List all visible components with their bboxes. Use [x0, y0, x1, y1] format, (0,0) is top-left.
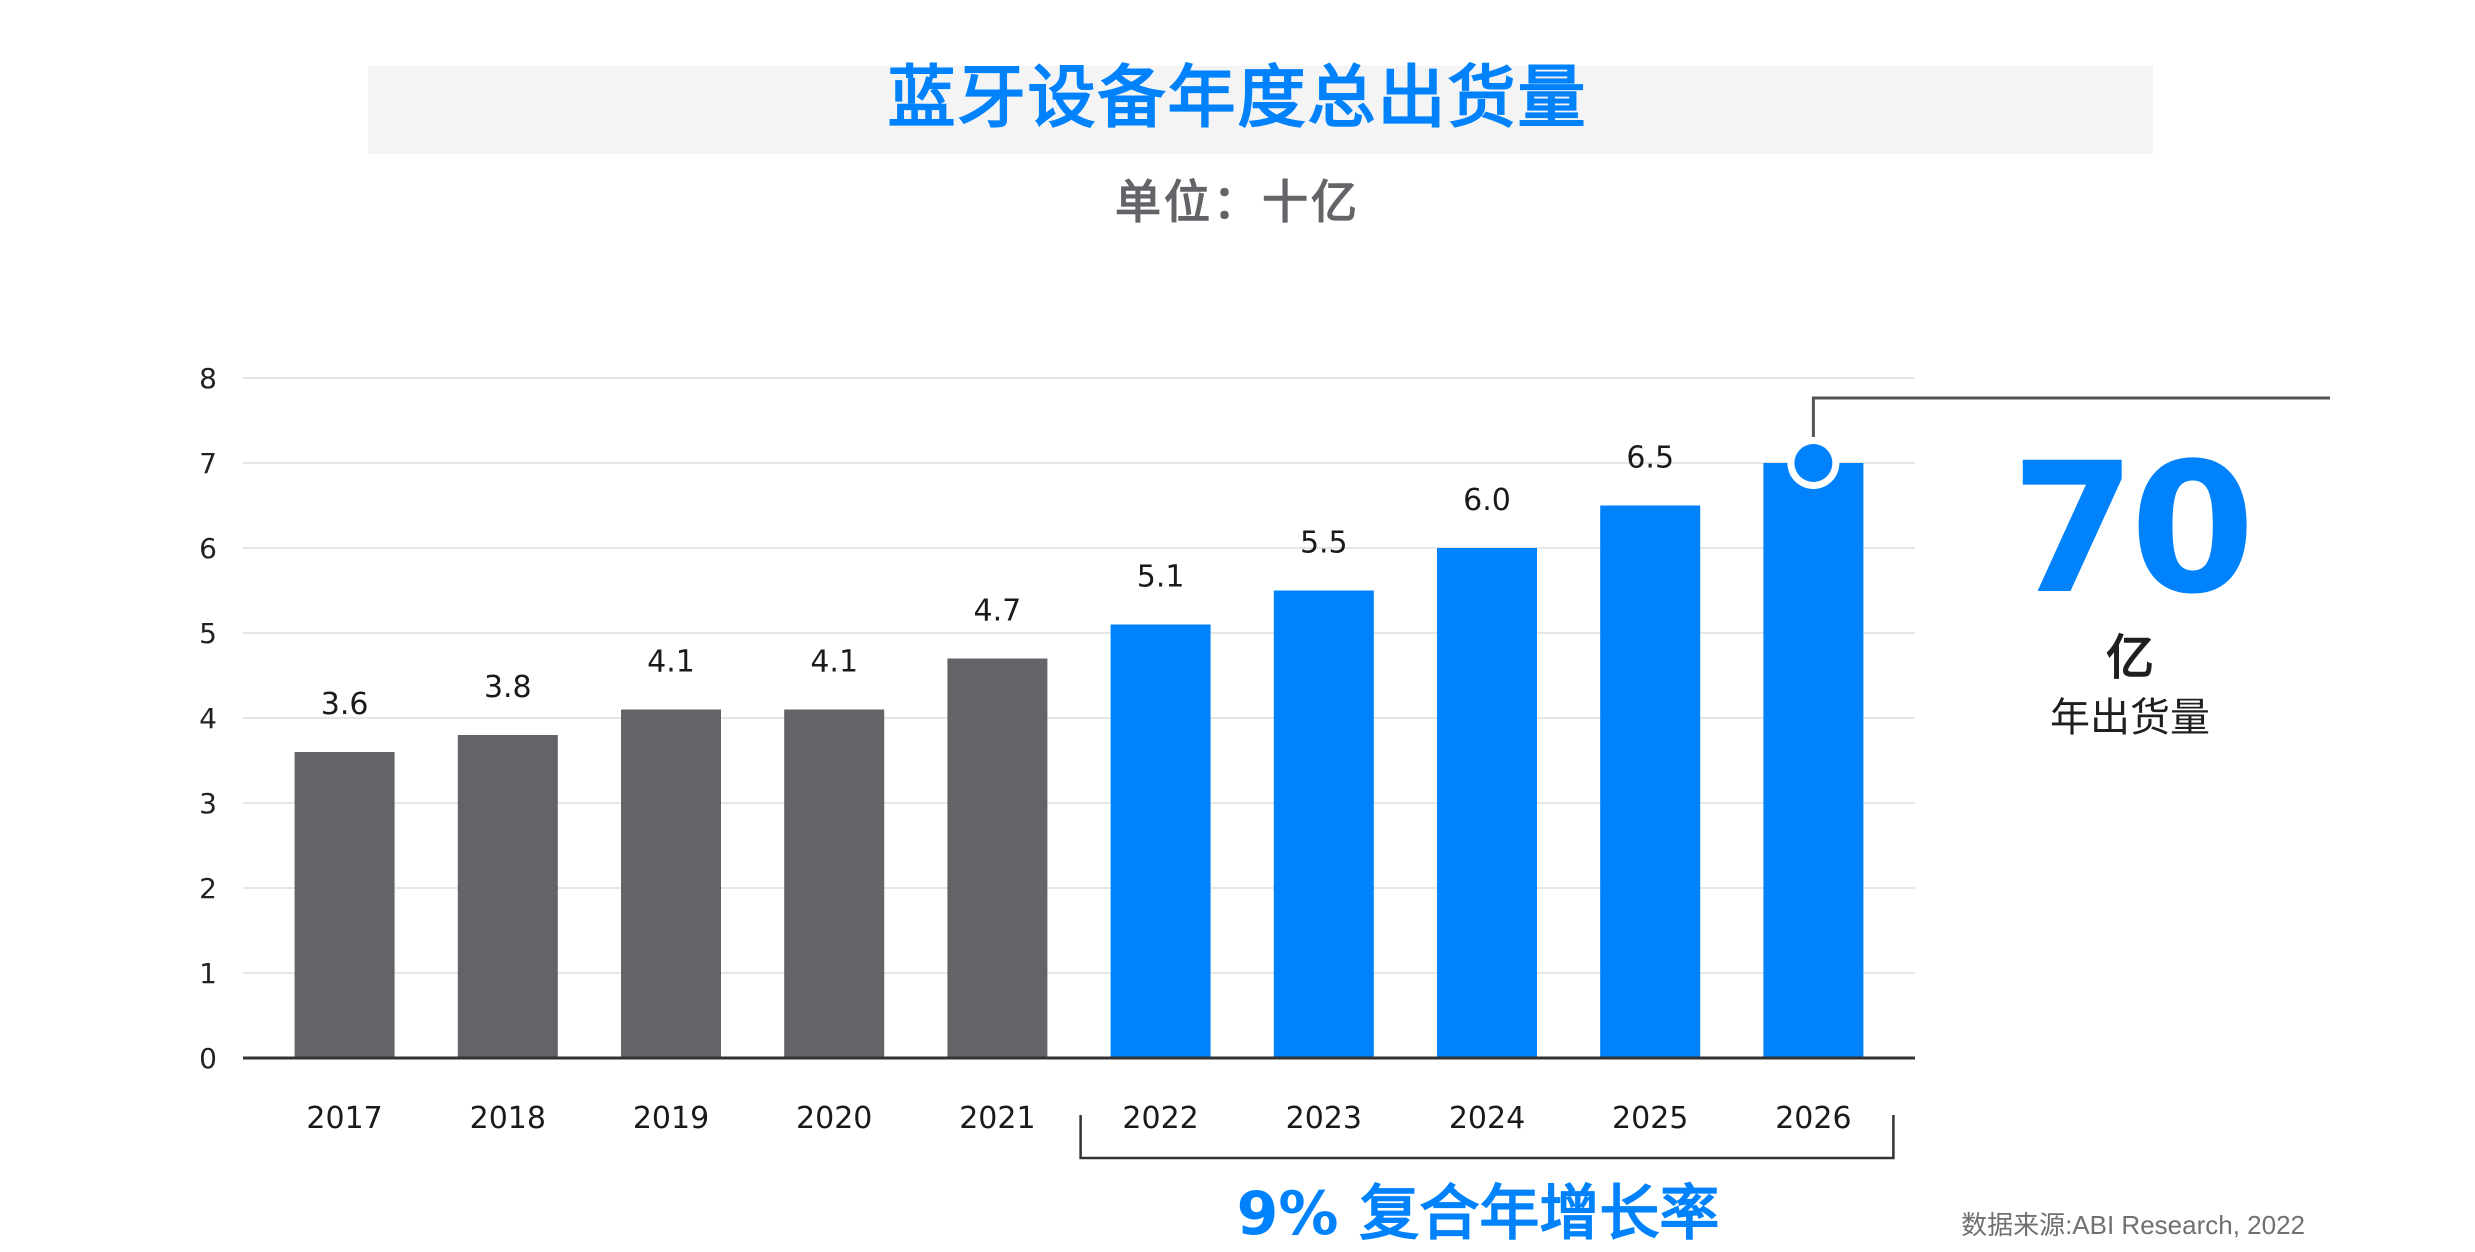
bar-2017 — [294, 752, 395, 1058]
value-label-2017: 3.6 — [321, 687, 369, 722]
y-tick-label: 5 — [199, 617, 217, 650]
value-label-2018: 3.8 — [484, 670, 532, 705]
y-tick-label: 6 — [199, 532, 217, 565]
bars — [294, 463, 1864, 1058]
bar-2023 — [1273, 590, 1374, 1058]
bar-2019 — [621, 709, 721, 1058]
value-label-2024: 6.0 — [1463, 483, 1511, 518]
bar-2024 — [1437, 548, 1537, 1058]
bar-2026 — [1763, 463, 1864, 1058]
x-tick-label-2024: 2024 — [1449, 1101, 1525, 1136]
x-axis: 2017 2018 2019 2020 2021 2022 2023 2024 2025 2026 — [243, 1056, 1915, 1136]
y-tick-label: 7 — [199, 447, 217, 480]
y-axis: 0 1 2 3 4 5 6 7 8 — [199, 362, 217, 1075]
value-labels: 3.6 3.8 4.1 4.1 4.7 5.1 5.5 6.0 6.5 — [321, 441, 1674, 723]
y-tick-label: 0 — [199, 1042, 217, 1075]
chart-title: 蓝牙设备年度总出货量 — [887, 59, 1588, 138]
cagr-bracket — [1079, 1115, 1895, 1160]
value-label-2020: 4.1 — [810, 645, 858, 680]
x-tick-label-2023: 2023 — [1286, 1101, 1362, 1136]
bar-2021 — [947, 658, 1048, 1058]
value-label-2019: 4.1 — [647, 645, 695, 680]
bar-2022 — [1110, 624, 1211, 1058]
y-tick-label: 3 — [199, 787, 217, 820]
callout-unit: 亿 — [2105, 630, 2154, 686]
x-tick-label-2026: 2026 — [1775, 1101, 1851, 1136]
title-band — [368, 66, 2153, 154]
value-label-2023: 5.5 — [1300, 526, 1348, 561]
marker-dot — [1794, 444, 1833, 482]
x-tick-label-2020: 2020 — [796, 1101, 872, 1136]
y-tick-label: 8 — [199, 362, 217, 395]
x-tick-label-2025: 2025 — [1612, 1101, 1688, 1136]
value-label-2022: 5.1 — [1137, 560, 1185, 595]
cagr-label: 9% 复合年增长率 — [1236, 1179, 1720, 1249]
chart-subtitle: 单位：十亿 — [1115, 175, 1360, 229]
bar-2020 — [784, 709, 885, 1058]
callout-number: 70 — [2010, 425, 2256, 634]
source-note: 数据来源:ABI Research, 2022 — [1961, 1210, 2305, 1240]
y-tick-label: 1 — [199, 957, 217, 990]
callout-leader-line — [1811, 396, 2330, 453]
x-tick-label-2019: 2019 — [633, 1101, 709, 1136]
y-tick-label: 2 — [199, 872, 217, 905]
value-label-2025: 6.5 — [1626, 441, 1674, 476]
value-label-2021: 4.7 — [974, 594, 1022, 629]
x-tick-label-2017: 2017 — [306, 1101, 382, 1136]
bar-2018 — [457, 735, 558, 1058]
bar-2025 — [1600, 505, 1701, 1058]
callout-label: 年出货量 — [2050, 695, 2210, 741]
x-tick-label-2022: 2022 — [1122, 1101, 1198, 1136]
x-tick-label-2018: 2018 — [470, 1101, 546, 1136]
annotations — [1079, 396, 2330, 1160]
x-tick-label-2021: 2021 — [959, 1101, 1035, 1136]
y-tick-label: 4 — [199, 702, 217, 735]
